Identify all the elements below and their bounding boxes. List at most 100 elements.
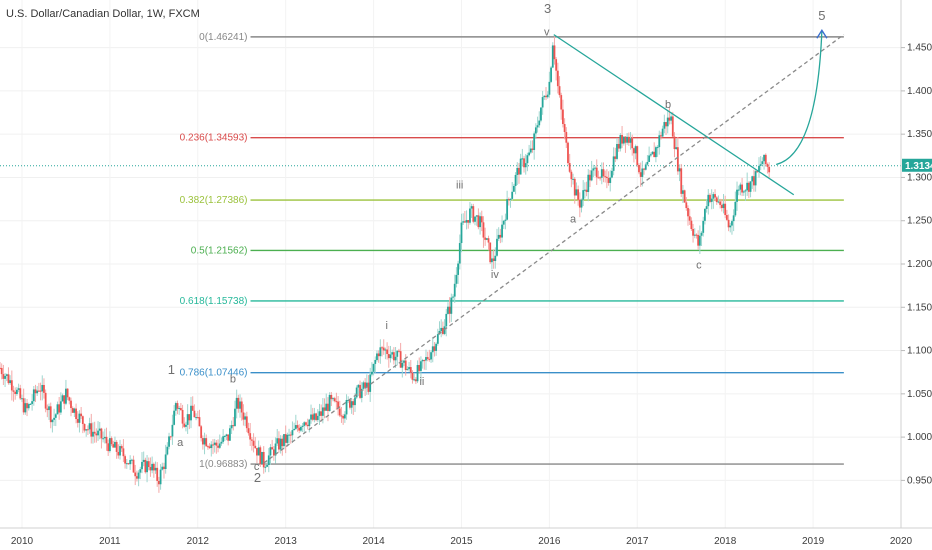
candle-body <box>654 147 657 158</box>
candle-body <box>627 136 630 143</box>
candle-body <box>379 347 382 357</box>
wave-label: ii <box>419 376 424 388</box>
candle-body <box>705 206 708 209</box>
candle-body <box>315 413 318 421</box>
candle-body <box>494 255 497 262</box>
candle-body <box>249 433 252 440</box>
candle-body <box>171 424 174 437</box>
x-tick-label: 2013 <box>275 536 298 547</box>
candle-body <box>462 221 465 223</box>
candle-body <box>452 296 454 298</box>
candle-body <box>59 401 62 413</box>
candle-body <box>707 194 710 207</box>
candle-body <box>220 441 223 444</box>
x-tick-label: 2020 <box>890 536 913 547</box>
candle-body <box>737 189 740 191</box>
candle-body <box>63 395 66 404</box>
candle-body <box>274 443 277 456</box>
candle-body <box>102 438 105 440</box>
candle-body <box>374 359 377 364</box>
candle-body <box>176 403 179 409</box>
candle-body <box>185 424 187 427</box>
candle-body <box>394 356 397 361</box>
candle-body <box>536 125 539 128</box>
candle-body <box>758 165 760 172</box>
candle-body <box>186 414 189 425</box>
x-tick-label: 2014 <box>362 536 385 547</box>
candle-body <box>529 148 532 153</box>
candle-body <box>56 404 59 415</box>
candle-body <box>139 469 142 473</box>
candle-body <box>717 201 720 203</box>
candle-body <box>144 459 147 473</box>
fib-label: 0.382(1.27386) <box>180 195 248 206</box>
candle-body <box>311 414 314 420</box>
fib-label: 0.5(1.21562) <box>191 245 248 256</box>
candle-body <box>534 127 537 134</box>
candle-body <box>269 447 272 456</box>
candle-body <box>621 135 623 144</box>
candle-body <box>396 350 399 357</box>
candle-body <box>687 208 689 217</box>
candle-body <box>244 416 247 420</box>
x-tick-label: 2018 <box>714 536 737 547</box>
candle-body <box>31 401 34 404</box>
candle-body <box>10 380 13 391</box>
candle-body <box>573 178 576 196</box>
candle-body <box>756 171 759 173</box>
candle-body <box>600 169 603 178</box>
candle-body <box>556 70 559 87</box>
candle-body <box>609 177 612 183</box>
candle-body <box>370 371 373 375</box>
candle-body <box>761 161 764 165</box>
candle-body <box>665 122 667 127</box>
candle-body <box>398 350 400 352</box>
candle-body <box>719 201 722 205</box>
candle-body <box>305 422 307 425</box>
candle-body <box>54 414 57 418</box>
candle-body <box>447 306 449 314</box>
candle-body <box>695 234 698 236</box>
candle-body <box>563 124 566 133</box>
candle-body <box>555 59 558 71</box>
candle-body <box>391 352 394 355</box>
x-tick-label: 2017 <box>626 536 649 547</box>
current-price-tag: 1.31349 <box>902 158 932 172</box>
candle-body <box>714 194 716 198</box>
candle-body <box>649 154 652 156</box>
candle-body <box>196 417 199 419</box>
candle-body <box>330 394 333 400</box>
candle-body <box>594 167 596 169</box>
candle-body <box>670 116 673 121</box>
candle-body <box>360 388 363 398</box>
candle-body <box>132 459 135 473</box>
candle-body <box>715 197 718 203</box>
candle-body <box>550 67 552 82</box>
candle-body <box>354 397 356 406</box>
candle-body <box>430 352 432 360</box>
candle-body <box>541 97 544 108</box>
candle-body <box>213 442 216 445</box>
candle-body <box>137 472 140 479</box>
candle-body <box>298 427 301 431</box>
candle-body <box>403 360 405 363</box>
candle-body <box>634 146 637 154</box>
time-axis: 2010 2011 2012 2013 2014 2015 2016 2017 2018 2019… <box>11 536 913 547</box>
candle-body <box>700 232 703 236</box>
candle-body <box>228 428 231 441</box>
candle-body <box>267 455 270 465</box>
candle-body <box>281 438 284 447</box>
candle-body <box>372 363 375 372</box>
candle-body <box>768 166 771 173</box>
candle-body <box>318 411 321 416</box>
candle-body <box>433 346 436 351</box>
candle-body <box>168 436 170 447</box>
x-tick-label: 2011 <box>99 536 121 547</box>
candle-body <box>404 360 407 371</box>
candle-body <box>247 428 250 434</box>
candle-body <box>349 399 351 408</box>
candle-body <box>482 222 485 238</box>
candle-body <box>729 225 732 228</box>
candle-body <box>506 199 509 220</box>
